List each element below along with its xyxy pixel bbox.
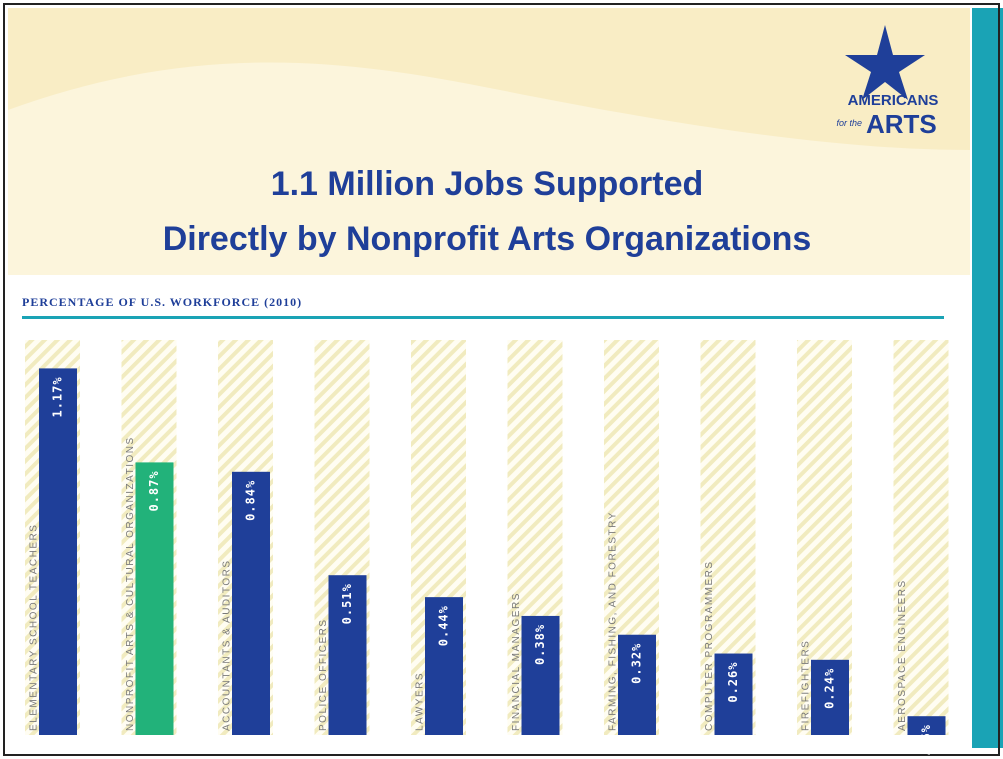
axis-label: PERCENTAGE OF U.S. WORKFORCE (2010): [22, 295, 302, 309]
value-label: 0.44%: [437, 605, 451, 646]
rule: [22, 316, 944, 319]
slide-border: [3, 3, 1000, 756]
bar: [618, 634, 656, 735]
category-label: COMPUTER PROGRAMMERS: [704, 560, 715, 731]
bar: [811, 659, 849, 735]
category-label: POLICE OFFICERS: [318, 618, 329, 731]
category-label: FIREFIGHTERS: [801, 640, 812, 731]
value-label: 0.87%: [147, 470, 161, 511]
bar: [232, 471, 270, 735]
bar: [135, 462, 174, 735]
value-label: 0.06%: [919, 724, 933, 759]
logo-text: ARTS: [866, 109, 937, 139]
category-label: LAWYERS: [415, 672, 426, 731]
value-label: 0.32%: [630, 643, 644, 684]
value-label: 1.17%: [51, 376, 65, 417]
bar: [425, 597, 463, 735]
category-label: AEROSPACE ENGINEERS: [897, 579, 908, 731]
value-label: 0.38%: [533, 624, 547, 665]
bar: [714, 653, 753, 735]
chart-subtitle: Directly by Nonprofit Arts Organizations: [163, 220, 812, 258]
bar: [39, 368, 77, 735]
value-label: 0.24%: [823, 668, 837, 709]
logo-text: AMERICANS: [848, 92, 939, 109]
category-label: ACCOUNTANTS & AUDITORS: [222, 559, 233, 731]
category-label: NONPROFIT ARTS & CULTURAL ORGANIZATIONS: [125, 436, 136, 731]
value-label: 0.51%: [340, 583, 354, 624]
logo-text: for the: [836, 118, 862, 128]
value-label: 0.26%: [726, 662, 740, 703]
category-label: FARMING, FISHING, AND FORESTRY: [608, 511, 619, 731]
category-label: ELEMENTARY SCHOOL TEACHERS: [29, 524, 40, 731]
column-background: [893, 340, 949, 735]
value-label: 0.84%: [244, 480, 258, 521]
category-label: FINANCIAL MANAGERS: [511, 592, 522, 731]
bar: [328, 575, 367, 735]
chart-title: 1.1 Million Jobs Supported: [271, 165, 704, 203]
logo-star: [845, 25, 925, 100]
side-stripe: [972, 8, 1003, 748]
bar: [907, 716, 946, 735]
header-wave: [8, 8, 970, 150]
bar: [521, 615, 560, 735]
